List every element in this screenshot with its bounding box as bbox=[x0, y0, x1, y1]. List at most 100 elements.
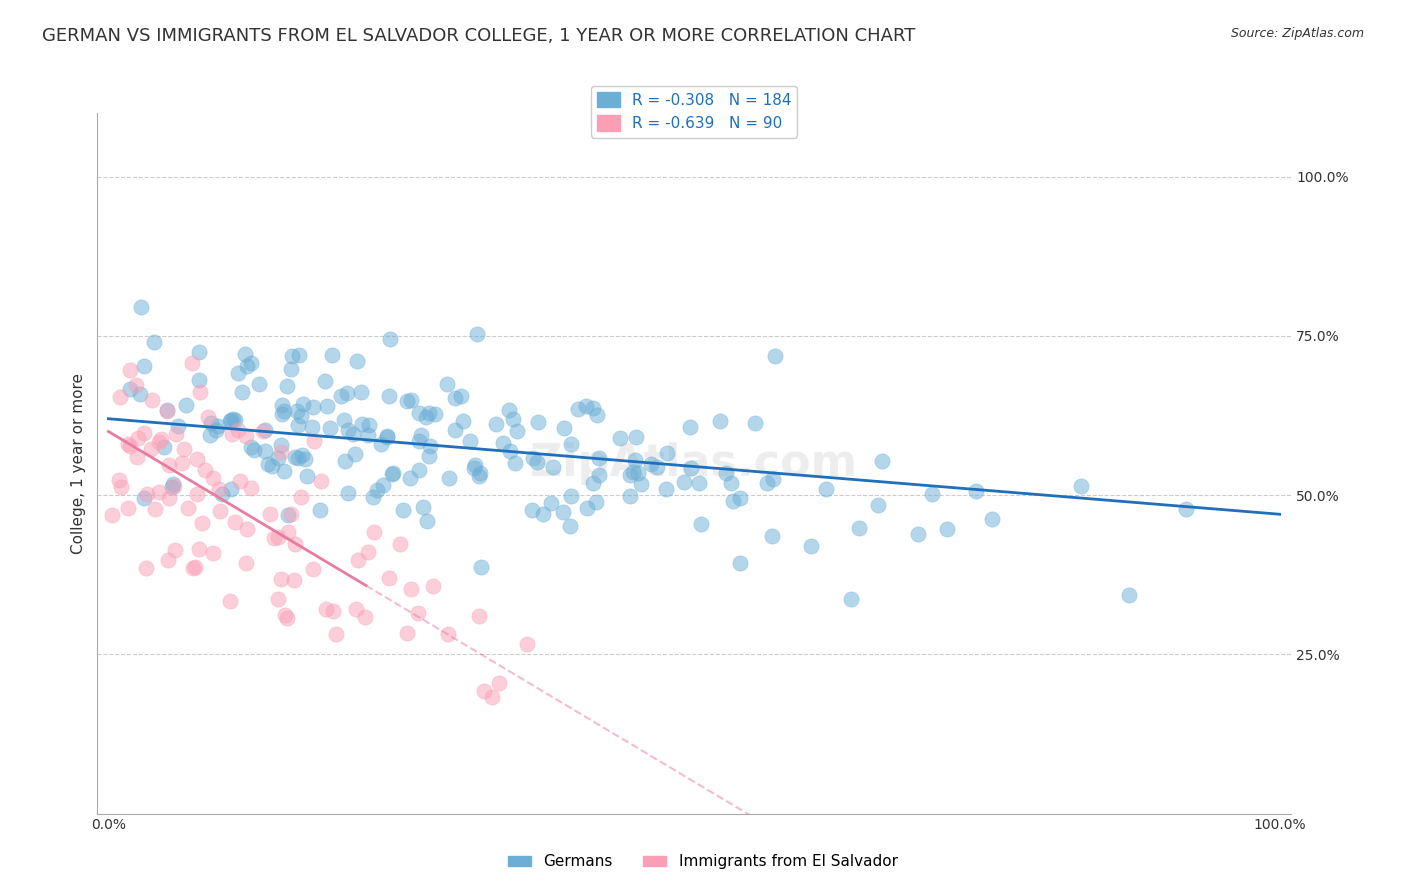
Germans bbox=[291, 448, 314, 462]
Immigrants from El Salvador bbox=[516, 637, 538, 651]
Immigrants from El Salvador bbox=[468, 609, 491, 624]
Germans bbox=[132, 359, 155, 373]
Germans bbox=[907, 527, 929, 541]
Immigrants from El Salvador bbox=[118, 363, 141, 377]
Germans bbox=[294, 452, 316, 467]
Immigrants from El Salvador bbox=[221, 427, 243, 442]
Germans bbox=[280, 362, 302, 376]
Immigrants from El Salvador bbox=[363, 524, 385, 539]
Immigrants from El Salvador bbox=[101, 508, 124, 522]
Immigrants from El Salvador bbox=[481, 690, 503, 704]
Immigrants from El Salvador bbox=[127, 431, 149, 445]
Germans bbox=[132, 491, 155, 505]
Immigrants from El Salvador bbox=[388, 537, 411, 551]
Germans bbox=[346, 354, 368, 368]
Germans bbox=[366, 483, 388, 497]
Germans bbox=[1070, 479, 1092, 493]
Immigrants from El Salvador bbox=[155, 403, 177, 417]
Immigrants from El Salvador bbox=[148, 434, 170, 449]
Germans bbox=[839, 592, 862, 607]
Immigrants from El Salvador bbox=[134, 425, 156, 440]
Germans bbox=[287, 451, 309, 466]
Germans bbox=[375, 430, 398, 444]
Immigrants from El Salvador bbox=[148, 485, 170, 500]
Immigrants from El Salvador bbox=[354, 609, 377, 624]
Germans bbox=[527, 415, 550, 429]
Immigrants from El Salvador bbox=[263, 531, 285, 545]
Germans bbox=[284, 450, 307, 464]
Germans bbox=[392, 503, 415, 517]
Immigrants from El Salvador bbox=[235, 428, 257, 442]
Germans bbox=[236, 359, 259, 373]
Immigrants from El Salvador bbox=[202, 471, 225, 485]
Y-axis label: College, 1 year or more: College, 1 year or more bbox=[72, 373, 86, 554]
Germans bbox=[800, 539, 823, 553]
Immigrants from El Salvador bbox=[162, 479, 184, 493]
Germans bbox=[399, 471, 422, 485]
Germans bbox=[198, 428, 221, 442]
Germans bbox=[558, 518, 581, 533]
Immigrants from El Salvador bbox=[378, 571, 401, 585]
Immigrants from El Salvador bbox=[322, 604, 344, 618]
Germans bbox=[540, 496, 562, 510]
Germans bbox=[502, 411, 524, 425]
Immigrants from El Salvador bbox=[135, 561, 157, 575]
Immigrants from El Salvador bbox=[163, 542, 186, 557]
Germans bbox=[273, 464, 295, 478]
Immigrants from El Salvador bbox=[228, 423, 250, 437]
Immigrants from El Salvador bbox=[172, 457, 194, 471]
Immigrants from El Salvador bbox=[406, 606, 429, 620]
Germans bbox=[408, 463, 430, 477]
Immigrants from El Salvador bbox=[347, 553, 370, 567]
Germans bbox=[744, 416, 766, 430]
Germans bbox=[416, 514, 439, 528]
Germans bbox=[156, 402, 179, 417]
Immigrants from El Salvador bbox=[309, 475, 332, 489]
Germans bbox=[350, 417, 373, 431]
Germans bbox=[336, 386, 359, 401]
Germans bbox=[756, 475, 779, 490]
Germans bbox=[411, 428, 433, 442]
Immigrants from El Salvador bbox=[141, 393, 163, 408]
Germans bbox=[174, 398, 197, 412]
Germans bbox=[260, 458, 283, 473]
Immigrants from El Salvador bbox=[143, 502, 166, 516]
Germans bbox=[281, 349, 304, 363]
Germans bbox=[288, 348, 311, 362]
Germans bbox=[585, 408, 607, 422]
Germans bbox=[401, 393, 423, 408]
Germans bbox=[219, 413, 242, 427]
Immigrants from El Salvador bbox=[139, 442, 162, 456]
Germans bbox=[553, 505, 575, 519]
Germans bbox=[343, 447, 366, 461]
Germans bbox=[188, 345, 211, 359]
Germans bbox=[270, 407, 292, 421]
Germans bbox=[576, 501, 599, 516]
Germans bbox=[143, 334, 166, 349]
Immigrants from El Salvador bbox=[208, 504, 231, 518]
Immigrants from El Salvador bbox=[239, 482, 262, 496]
Germans bbox=[330, 389, 353, 403]
Germans bbox=[467, 469, 489, 483]
Germans bbox=[619, 489, 641, 503]
Immigrants from El Salvador bbox=[270, 445, 292, 459]
Germans bbox=[630, 476, 652, 491]
Germans bbox=[585, 495, 607, 509]
Germans bbox=[359, 418, 381, 433]
Germans bbox=[273, 404, 295, 418]
Immigrants from El Salvador bbox=[157, 491, 180, 505]
Immigrants from El Salvador bbox=[302, 562, 325, 576]
Germans bbox=[162, 477, 184, 491]
Germans bbox=[716, 467, 738, 481]
Germans bbox=[349, 385, 371, 400]
Germans bbox=[239, 440, 262, 454]
Text: ZipAtlas.com: ZipAtlas.com bbox=[530, 442, 858, 484]
Germans bbox=[464, 458, 486, 472]
Germans bbox=[936, 523, 959, 537]
Germans bbox=[315, 399, 337, 413]
Germans bbox=[574, 400, 596, 414]
Germans bbox=[297, 469, 319, 483]
Germans bbox=[655, 483, 678, 497]
Germans bbox=[450, 389, 472, 403]
Immigrants from El Salvador bbox=[186, 487, 208, 501]
